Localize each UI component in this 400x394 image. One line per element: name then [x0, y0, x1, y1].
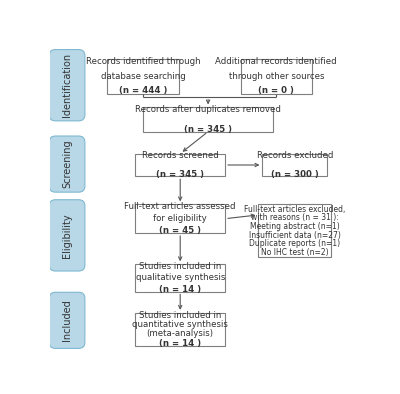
- Text: Records after duplicates removed: Records after duplicates removed: [135, 105, 281, 114]
- Text: Studies included in: Studies included in: [139, 311, 221, 320]
- FancyBboxPatch shape: [49, 50, 85, 121]
- Text: Records identified through: Records identified through: [86, 57, 200, 66]
- Text: through other sources: through other sources: [228, 72, 324, 81]
- Text: No IHC test (n=2): No IHC test (n=2): [261, 248, 329, 257]
- Text: (meta-analysis): (meta-analysis): [147, 329, 214, 338]
- Text: Eligibility: Eligibility: [62, 213, 72, 258]
- Text: with reasons (n = 31 ):: with reasons (n = 31 ):: [251, 213, 339, 222]
- Text: (n = 444 ): (n = 444 ): [119, 86, 167, 95]
- Text: (n = 0 ): (n = 0 ): [258, 86, 294, 95]
- Text: qualitative synthesis: qualitative synthesis: [136, 273, 225, 282]
- FancyBboxPatch shape: [49, 136, 85, 192]
- FancyBboxPatch shape: [258, 204, 331, 257]
- Text: Records excluded: Records excluded: [257, 151, 333, 160]
- Text: (n = 14 ): (n = 14 ): [159, 338, 201, 348]
- Text: Records screened: Records screened: [142, 151, 218, 160]
- FancyBboxPatch shape: [135, 264, 225, 292]
- Text: (n = 345 ): (n = 345 ): [156, 170, 204, 179]
- Text: for eligibility: for eligibility: [153, 214, 207, 223]
- Text: Screening: Screening: [62, 140, 72, 188]
- FancyBboxPatch shape: [135, 313, 225, 346]
- Text: Insufficient data (n=27): Insufficient data (n=27): [249, 230, 341, 240]
- Text: Meeting abstract (n=1): Meeting abstract (n=1): [250, 222, 340, 231]
- Text: database searching: database searching: [101, 72, 185, 81]
- FancyBboxPatch shape: [49, 292, 85, 348]
- Text: Full-text articles assessed: Full-text articles assessed: [124, 203, 236, 211]
- FancyBboxPatch shape: [262, 154, 328, 177]
- Text: Identification: Identification: [62, 53, 72, 117]
- Text: (n = 45 ): (n = 45 ): [159, 226, 201, 235]
- Text: Included: Included: [62, 299, 72, 341]
- FancyBboxPatch shape: [135, 154, 225, 177]
- Text: Full-text articles excluded,: Full-text articles excluded,: [244, 204, 346, 214]
- Text: (n = 345 ): (n = 345 ): [184, 125, 232, 134]
- Text: Duplicate reports (n=1): Duplicate reports (n=1): [249, 240, 340, 248]
- FancyBboxPatch shape: [143, 107, 273, 132]
- FancyBboxPatch shape: [49, 200, 85, 271]
- Text: (n = 300 ): (n = 300 ): [271, 170, 319, 179]
- FancyBboxPatch shape: [107, 59, 179, 93]
- Text: Studies included in: Studies included in: [139, 262, 221, 271]
- Text: (n = 14 ): (n = 14 ): [159, 284, 201, 294]
- Text: quantitative synthesis: quantitative synthesis: [132, 320, 228, 329]
- FancyBboxPatch shape: [241, 59, 312, 93]
- Text: Additional records identified: Additional records identified: [216, 57, 337, 66]
- FancyBboxPatch shape: [135, 204, 225, 233]
